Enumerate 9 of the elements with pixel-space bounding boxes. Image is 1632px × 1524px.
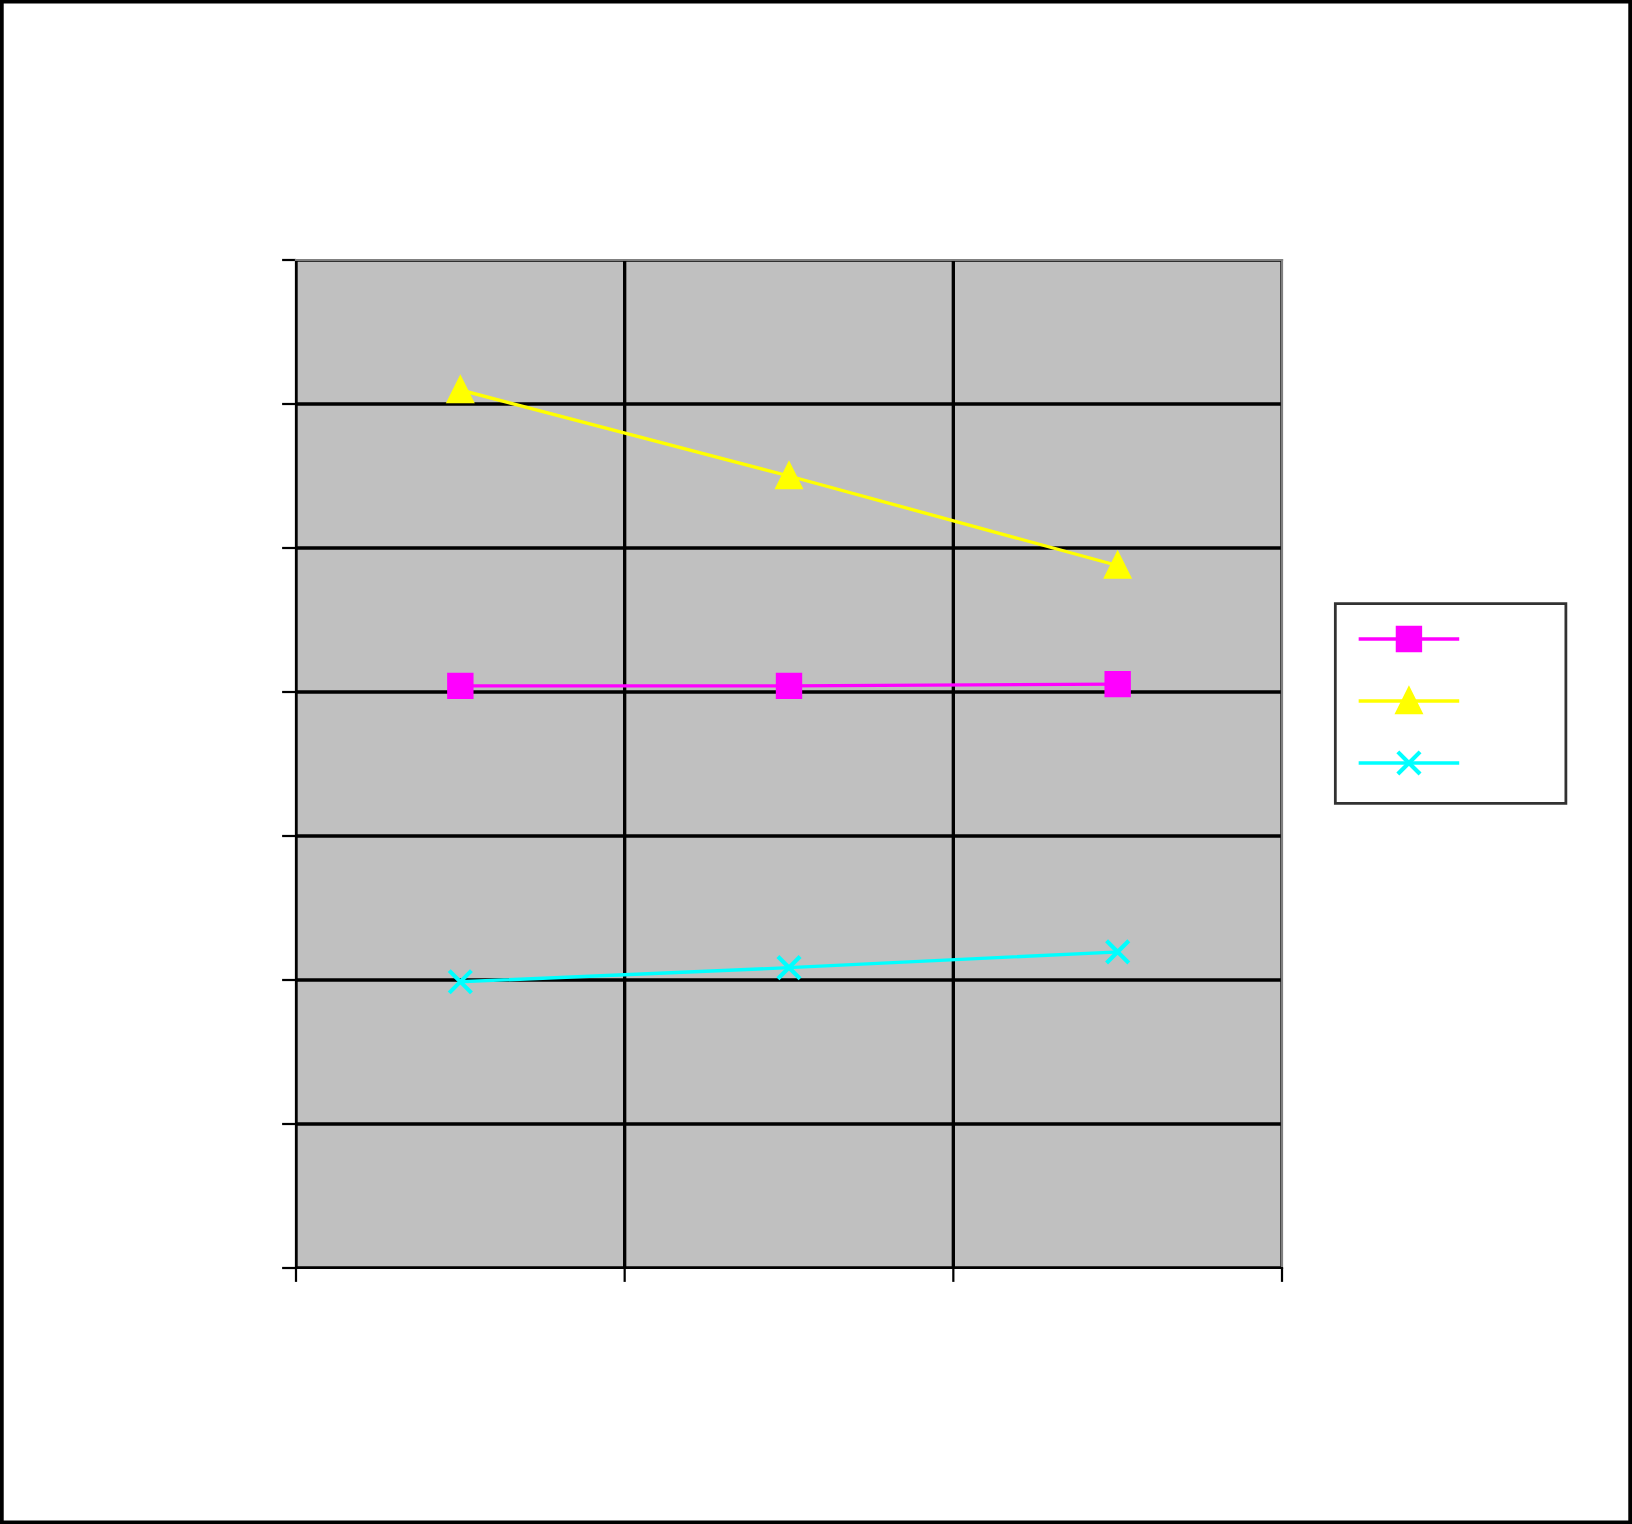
point (447, 672, 474, 700)
point (775, 954, 803, 981)
point (775, 672, 803, 700)
point (447, 968, 474, 995)
point (1104, 938, 1131, 966)
point (1104, 552, 1131, 579)
point (1104, 670, 1131, 698)
point (447, 376, 474, 404)
point (775, 462, 803, 490)
